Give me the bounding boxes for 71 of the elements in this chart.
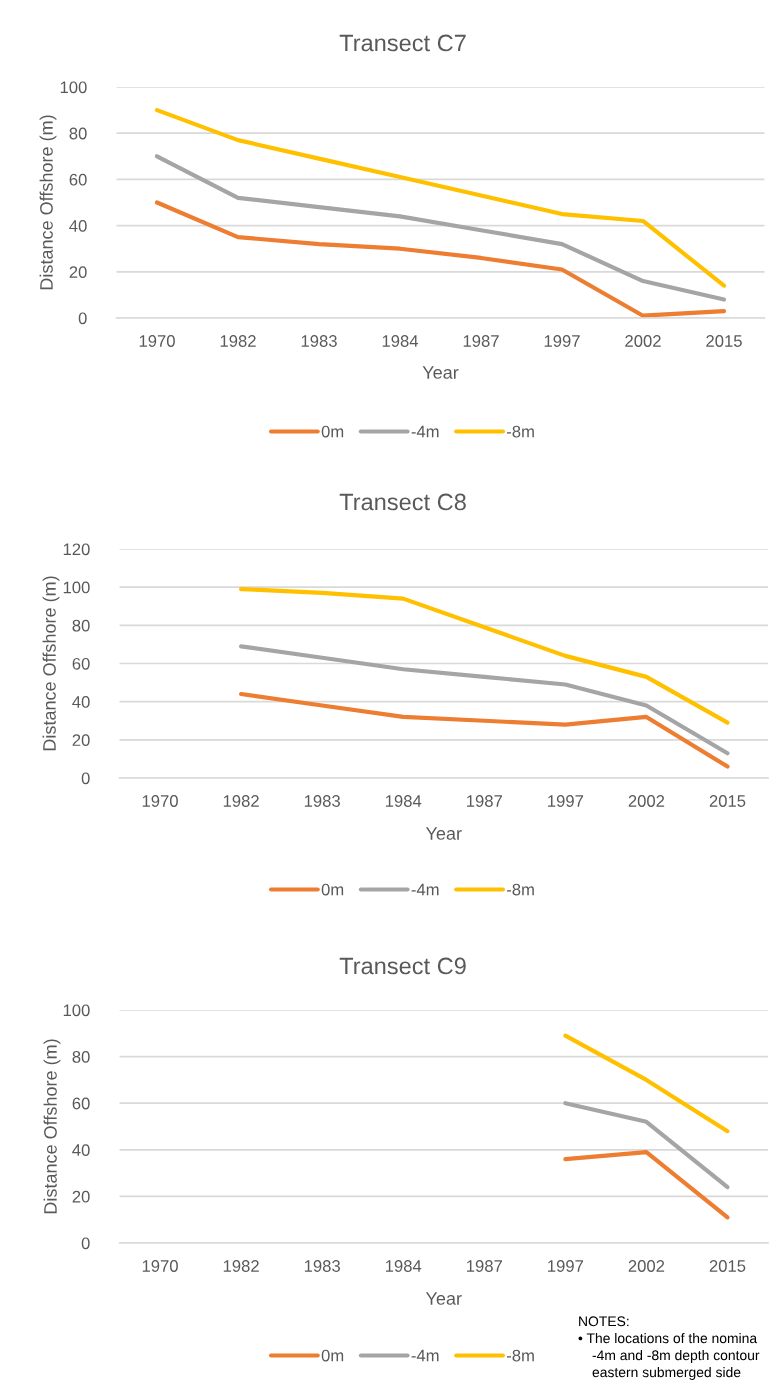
legend-label: -8m [506, 1349, 534, 1362]
y-tick-label: 100 [63, 1004, 90, 1017]
y-tick-label: 80 [69, 127, 87, 140]
x-tick-label: 1984 [382, 335, 419, 347]
y-tick-label: 60 [72, 1097, 90, 1110]
y-tick-label: 60 [72, 657, 90, 670]
y-tick-label: 20 [72, 734, 90, 747]
legend-label: -8m [506, 883, 534, 896]
x-tick-label: 1983 [304, 1260, 340, 1272]
legend-label: 0m [321, 1349, 344, 1362]
y-tick-label: 100 [60, 81, 87, 94]
x-tick-label: 2002 [628, 795, 665, 807]
y-tick-label: 20 [69, 266, 87, 278]
chart-title: Transect C7 [339, 34, 466, 52]
x-tick-label: 1984 [385, 795, 422, 807]
x-tick-label: 2015 [709, 1260, 746, 1272]
legend-label: -4m [411, 425, 439, 438]
x-tick-label: 2015 [709, 795, 746, 807]
x-tick-label: 1982 [220, 335, 256, 347]
y-tick-label: 40 [72, 696, 90, 708]
x-tick-label: 1997 [548, 1260, 584, 1272]
line-series [154, 154, 727, 302]
x-tick-label: 2002 [628, 1260, 665, 1272]
x-axis-title: Year [422, 366, 459, 379]
x-tick-label: 1984 [385, 1260, 422, 1272]
chart-title: Transect C9 [339, 957, 466, 975]
text: eastern submerged side [592, 1367, 741, 1380]
line-series [239, 586, 730, 725]
x-tick-label: 1970 [139, 335, 175, 347]
y-tick-label: 80 [72, 1051, 90, 1063]
x-tick-label: 1970 [142, 795, 178, 807]
legend-label: 0m [321, 425, 344, 438]
y-tick-label: 120 [63, 543, 90, 556]
y-tick-label: 100 [63, 581, 90, 594]
x-tick-label: 1983 [304, 795, 340, 807]
y-axis-title: Distance Offshore (m) [42, 576, 60, 751]
x-tick-label: 1997 [548, 795, 584, 807]
x-tick-label: 1982 [223, 1260, 259, 1272]
legend-label: 0m [321, 883, 344, 896]
y-tick-label: 40 [69, 220, 87, 232]
y-tick-label: 20 [72, 1190, 90, 1203]
y-tick-label: 0 [81, 772, 90, 785]
text: • The locations of the nomina [578, 1333, 758, 1344]
y-tick-label: 0 [81, 1237, 90, 1250]
y-axis-title: Distance Offshore (m) [43, 1039, 61, 1214]
line-series [239, 644, 730, 756]
x-tick-label: 1997 [544, 335, 580, 347]
line-series [154, 200, 727, 318]
line-series [154, 108, 727, 288]
y-tick-label: 80 [72, 619, 90, 632]
text: NOTES: [579, 1316, 629, 1327]
chart-title: Transect C8 [339, 493, 466, 511]
line-series [239, 691, 730, 769]
x-tick-label: 1982 [223, 795, 259, 807]
x-tick-label: 1987 [467, 795, 502, 807]
x-axis-title: Year [425, 827, 462, 840]
legend-label: -4m [411, 1349, 439, 1362]
y-tick-label: 0 [78, 312, 87, 325]
legend-label: -4m [411, 883, 439, 896]
y-tick-label: 40 [72, 1144, 90, 1156]
y-tick-label: 60 [69, 173, 87, 186]
x-tick-label: 1970 [142, 1260, 178, 1272]
x-tick-label: 1983 [301, 335, 337, 347]
x-tick-label: 2015 [706, 335, 742, 347]
x-axis-title: Year [425, 1292, 462, 1305]
text: -4m and -8m depth contour [592, 1350, 760, 1363]
x-tick-label: 1987 [463, 335, 499, 347]
x-tick-label: 1987 [467, 1260, 502, 1272]
x-tick-label: 2002 [625, 335, 661, 347]
legend-label: -8m [506, 425, 534, 438]
y-axis-title: Distance Offshore (m) [39, 115, 57, 290]
